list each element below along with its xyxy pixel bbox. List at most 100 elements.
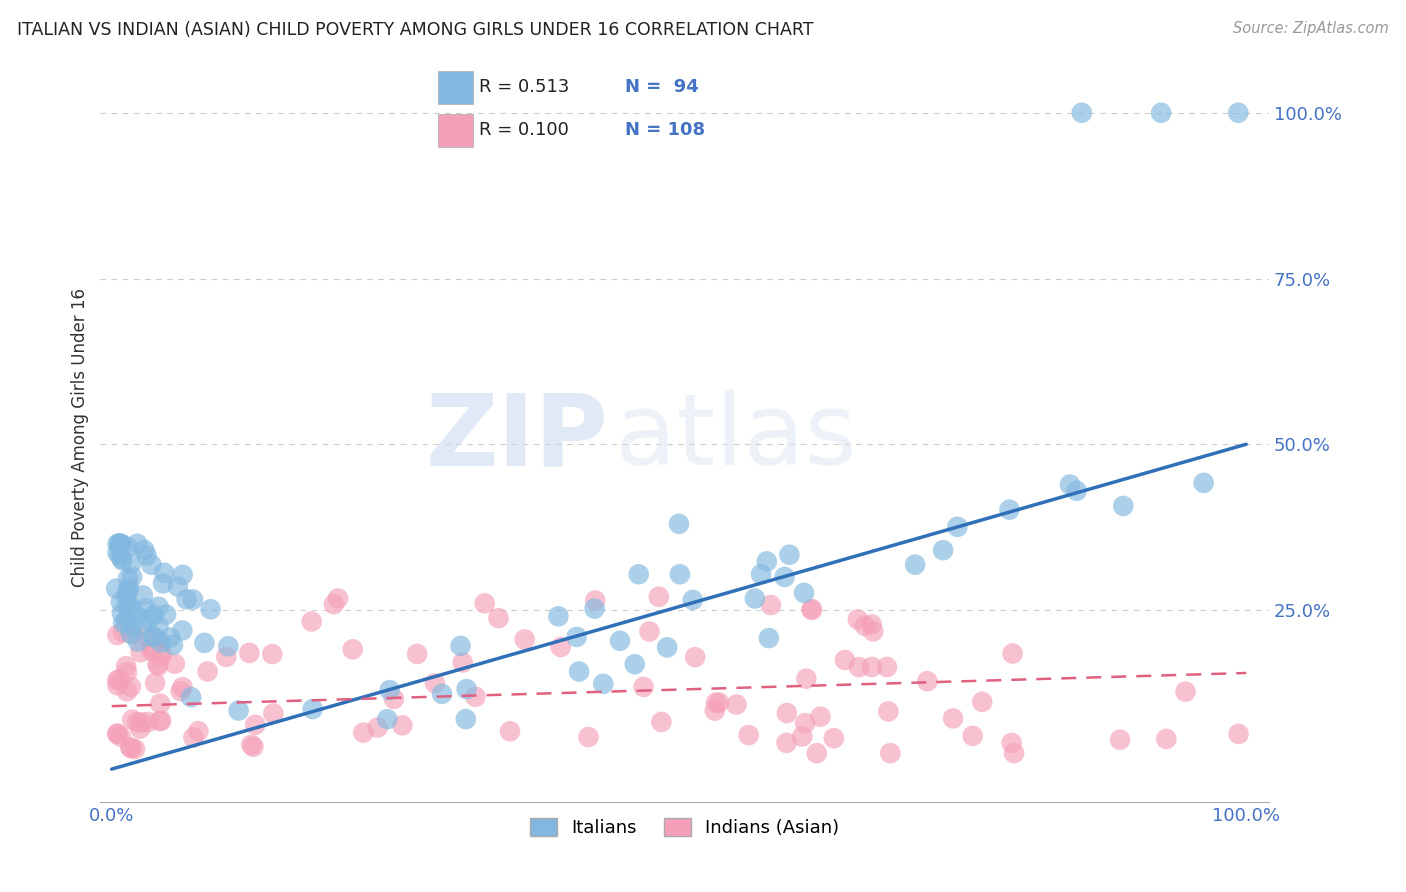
Point bbox=[176, 592, 198, 607]
Point bbox=[800, 603, 823, 617]
Text: atlas: atlas bbox=[614, 389, 856, 486]
Point bbox=[565, 630, 588, 644]
Point bbox=[1002, 746, 1025, 760]
Point bbox=[262, 706, 284, 721]
Point bbox=[1227, 727, 1250, 741]
Point bbox=[1192, 475, 1215, 490]
Point bbox=[450, 639, 472, 653]
Point bbox=[110, 551, 132, 566]
Point bbox=[810, 709, 832, 723]
Point bbox=[474, 596, 496, 610]
Point bbox=[759, 598, 782, 612]
Point bbox=[848, 660, 870, 674]
Point bbox=[238, 646, 260, 660]
Text: R = 0.513: R = 0.513 bbox=[479, 78, 569, 96]
Point bbox=[149, 697, 172, 711]
Point bbox=[120, 741, 142, 756]
Point bbox=[107, 546, 129, 560]
Point bbox=[1150, 105, 1173, 120]
Point bbox=[108, 537, 131, 551]
Point bbox=[217, 639, 239, 653]
Point bbox=[120, 740, 142, 755]
Point bbox=[148, 599, 170, 614]
Point bbox=[800, 602, 823, 616]
Text: R = 0.100: R = 0.100 bbox=[479, 121, 569, 139]
Point bbox=[242, 739, 264, 754]
Point bbox=[1174, 684, 1197, 698]
Point bbox=[121, 713, 143, 727]
Point bbox=[578, 730, 600, 744]
Point bbox=[129, 722, 152, 736]
Point bbox=[406, 647, 429, 661]
Point bbox=[806, 746, 828, 760]
Point bbox=[725, 698, 748, 712]
Point bbox=[108, 548, 131, 562]
Point bbox=[488, 611, 510, 625]
Point bbox=[245, 718, 267, 732]
Point bbox=[120, 626, 142, 640]
Point bbox=[183, 731, 205, 745]
Point bbox=[155, 607, 177, 622]
Point bbox=[148, 619, 170, 633]
Point bbox=[323, 597, 346, 611]
Point bbox=[794, 716, 817, 731]
Point bbox=[853, 618, 876, 632]
Point bbox=[110, 595, 132, 609]
Point bbox=[120, 680, 142, 694]
Point bbox=[846, 612, 869, 626]
Point bbox=[240, 738, 263, 752]
Point bbox=[879, 746, 901, 760]
Point bbox=[776, 706, 799, 720]
Point bbox=[1001, 736, 1024, 750]
Point bbox=[142, 608, 165, 623]
Point bbox=[150, 647, 173, 661]
Point bbox=[149, 714, 172, 728]
Point bbox=[451, 656, 474, 670]
Point bbox=[704, 696, 727, 710]
Point bbox=[215, 649, 238, 664]
Point bbox=[860, 617, 883, 632]
Point bbox=[456, 682, 478, 697]
Point bbox=[124, 742, 146, 756]
Point bbox=[1066, 483, 1088, 498]
Point bbox=[627, 567, 650, 582]
Point bbox=[146, 657, 169, 671]
Point bbox=[499, 724, 522, 739]
Point bbox=[121, 602, 143, 616]
Point bbox=[200, 602, 222, 616]
Point bbox=[454, 712, 477, 726]
Text: Source: ZipAtlas.com: Source: ZipAtlas.com bbox=[1233, 21, 1389, 37]
Point bbox=[583, 593, 606, 607]
Point bbox=[180, 690, 202, 705]
Point bbox=[115, 587, 138, 601]
Point bbox=[301, 615, 323, 629]
Point bbox=[143, 676, 166, 690]
Point bbox=[105, 727, 128, 741]
Point bbox=[513, 632, 536, 647]
Point bbox=[136, 714, 159, 729]
Point bbox=[141, 640, 163, 655]
Point bbox=[127, 537, 149, 551]
Point bbox=[342, 642, 364, 657]
Legend: Italians, Indians (Asian): Italians, Indians (Asian) bbox=[523, 811, 846, 845]
Point bbox=[172, 680, 194, 694]
Point bbox=[1070, 105, 1092, 120]
Point bbox=[117, 540, 139, 554]
Point bbox=[105, 678, 128, 692]
Point bbox=[115, 659, 138, 673]
Point bbox=[650, 714, 672, 729]
Point bbox=[135, 549, 157, 563]
Point bbox=[142, 630, 165, 644]
Point bbox=[707, 696, 730, 710]
Point bbox=[592, 677, 614, 691]
Point bbox=[262, 647, 284, 661]
Point bbox=[132, 588, 155, 602]
Point bbox=[623, 657, 645, 672]
Point bbox=[159, 631, 181, 645]
Point bbox=[197, 665, 219, 679]
Point bbox=[112, 616, 135, 631]
Point bbox=[108, 537, 131, 551]
Point bbox=[375, 712, 398, 726]
Text: ZIP: ZIP bbox=[426, 389, 609, 486]
Point bbox=[1112, 499, 1135, 513]
